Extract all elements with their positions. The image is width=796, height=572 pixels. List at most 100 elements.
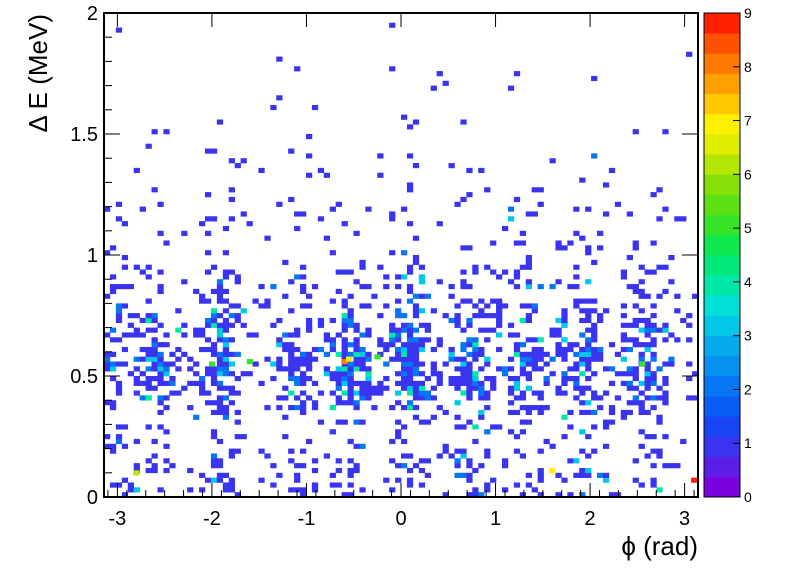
- heatmap-cell: [662, 288, 669, 295]
- heatmap-cell: [216, 327, 224, 333]
- heatmap-cell: [591, 298, 598, 304]
- heatmap-cell: [454, 201, 461, 207]
- heatmap-cell: [591, 424, 598, 430]
- colorbar-swatch: [704, 93, 740, 115]
- heatmap-cell: [210, 317, 218, 324]
- heatmap-cell: [311, 467, 319, 474]
- colorbar-tick-label: 8: [744, 59, 752, 75]
- heatmap-cell: [240, 158, 247, 164]
- heatmap-cell: [228, 322, 235, 328]
- heatmap-cell: [139, 380, 146, 386]
- heatmap-cell: [258, 448, 265, 454]
- heatmap-cell: [406, 284, 414, 290]
- heatmap-cell: [608, 380, 616, 386]
- heatmap-cell: [258, 477, 265, 483]
- heatmap-cell: [537, 467, 544, 474]
- heatmap-cell: [406, 187, 414, 193]
- heatmap-cell: [412, 385, 420, 391]
- heatmap-cell: [199, 380, 206, 386]
- heatmap-cell: [258, 284, 265, 290]
- heatmap-cell: [424, 390, 431, 396]
- heatmap-cell: [234, 279, 241, 285]
- heatmap-cell: [466, 192, 473, 198]
- heatmap-cell: [175, 308, 182, 314]
- heatmap-cell: [436, 342, 443, 348]
- heatmap-cell: [228, 269, 235, 275]
- heatmap-cell: [424, 327, 431, 333]
- heatmap-cell: [222, 274, 230, 280]
- heatmap-cell: [216, 279, 224, 285]
- heatmap-cell: [460, 424, 467, 430]
- heatmap-cell: [115, 482, 123, 488]
- x-tick-label: 0: [395, 508, 406, 530]
- heatmap-cell: [187, 366, 194, 372]
- heatmap-cell: [395, 327, 402, 333]
- heatmap-cell: [549, 327, 556, 333]
- heatmap-cell: [472, 371, 479, 377]
- heatmap-cell: [424, 322, 431, 328]
- heatmap-cell: [496, 346, 503, 353]
- heatmap-cell: [270, 284, 277, 290]
- heatmap-cell: [294, 225, 301, 232]
- heatmap-cell: [401, 351, 408, 357]
- heatmap-cell: [109, 245, 117, 251]
- colorbar-swatch: [704, 13, 740, 34]
- heatmap-cell: [323, 453, 331, 459]
- heatmap-cell: [460, 284, 467, 290]
- heatmap-hot-cell: [374, 354, 381, 360]
- heatmap-cell: [585, 342, 592, 348]
- heatmap-cell: [264, 453, 271, 459]
- heatmap-cell: [104, 443, 111, 449]
- heatmap-cell: [507, 385, 515, 391]
- heatmap-cell: [638, 443, 645, 449]
- heatmap-cell: [507, 356, 515, 362]
- heatmap-cell: [638, 264, 645, 270]
- heatmap-cell: [591, 332, 598, 338]
- heatmap-cell: [448, 453, 455, 459]
- heatmap-cell: [692, 395, 699, 401]
- heatmap-cell: [294, 477, 301, 483]
- heatmap-cell: [282, 414, 289, 420]
- colorbar-swatch: [704, 194, 740, 215]
- heatmap-cell: [204, 366, 212, 372]
- heatmap-cell: [585, 472, 592, 478]
- x-tick-label: 1: [490, 508, 501, 530]
- heatmap-cell: [561, 376, 568, 382]
- heatmap-cell: [579, 371, 586, 377]
- heatmap-cell: [454, 303, 461, 309]
- heatmap-cell: [341, 322, 348, 328]
- heatmap-cell: [353, 390, 360, 396]
- heatmap-cell: [555, 385, 562, 391]
- heatmap-cell: [668, 356, 675, 362]
- heatmap-cell: [466, 390, 473, 396]
- heatmap-cell: [531, 366, 538, 372]
- heatmap-cell: [234, 434, 241, 440]
- heatmap-cell: [525, 317, 532, 324]
- heatmap-cell: [204, 298, 212, 304]
- heatmap-cell: [139, 269, 146, 275]
- heatmap-cell: [507, 206, 515, 212]
- heatmap-cell: [300, 288, 307, 295]
- heatmap-cell: [401, 274, 408, 280]
- heatmap-cell: [204, 148, 212, 154]
- heatmap-cell: [650, 240, 657, 246]
- heatmap-cell: [591, 448, 598, 454]
- heatmap-cell: [151, 356, 158, 362]
- heatmap-cell: [620, 269, 628, 275]
- heatmap-cell: [472, 438, 479, 445]
- heatmap-cell: [401, 453, 408, 459]
- heatmap-cell: [294, 472, 301, 478]
- heatmap-cell: [347, 492, 354, 498]
- heatmap-cell: [680, 216, 687, 222]
- heatmap-cell: [585, 385, 592, 391]
- heatmap-cell: [228, 448, 235, 454]
- heatmap-cell: [436, 453, 443, 459]
- heatmap-cell: [460, 356, 467, 362]
- heatmap-cell: [335, 332, 342, 338]
- heatmap-cell: [501, 487, 509, 493]
- heatmap-cell: [591, 337, 598, 343]
- heatmap-cell: [157, 380, 164, 386]
- heatmap-cell: [567, 346, 574, 353]
- heatmap-cell: [282, 332, 289, 338]
- heatmap-cell: [383, 385, 390, 391]
